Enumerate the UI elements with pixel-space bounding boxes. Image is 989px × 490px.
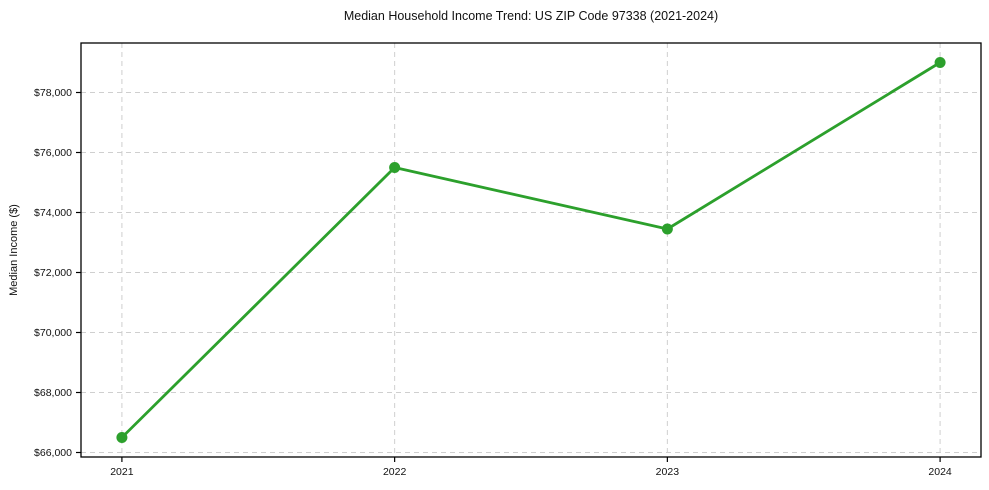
y-tick-label: $72,000	[34, 267, 72, 279]
x-tick-label: 2022	[383, 466, 407, 478]
y-axis-title: Median Income ($)	[8, 204, 20, 296]
y-tick-label: $74,000	[34, 207, 72, 219]
y-tick-label: $70,000	[34, 327, 72, 339]
data-point-2021	[116, 432, 128, 443]
chart-title: Median Household Income Trend: US ZIP Co…	[343, 9, 719, 23]
y-tick-label: $78,000	[34, 87, 72, 99]
data-point-2023	[661, 223, 673, 235]
x-tick-label: 2023	[656, 466, 680, 478]
data-point-2022	[389, 162, 401, 173]
plot-background	[81, 43, 981, 457]
trend-line	[120, 61, 942, 439]
y-tick-label: $68,000	[34, 387, 72, 399]
x-tick-label: 2021	[110, 466, 134, 478]
y-tick-label: $66,000	[34, 447, 72, 459]
data-point-2024	[934, 57, 946, 68]
y-tick-label: $76,000	[34, 147, 72, 159]
x-tick-label: 2024	[928, 466, 952, 478]
plot-border	[80, 42, 982, 458]
